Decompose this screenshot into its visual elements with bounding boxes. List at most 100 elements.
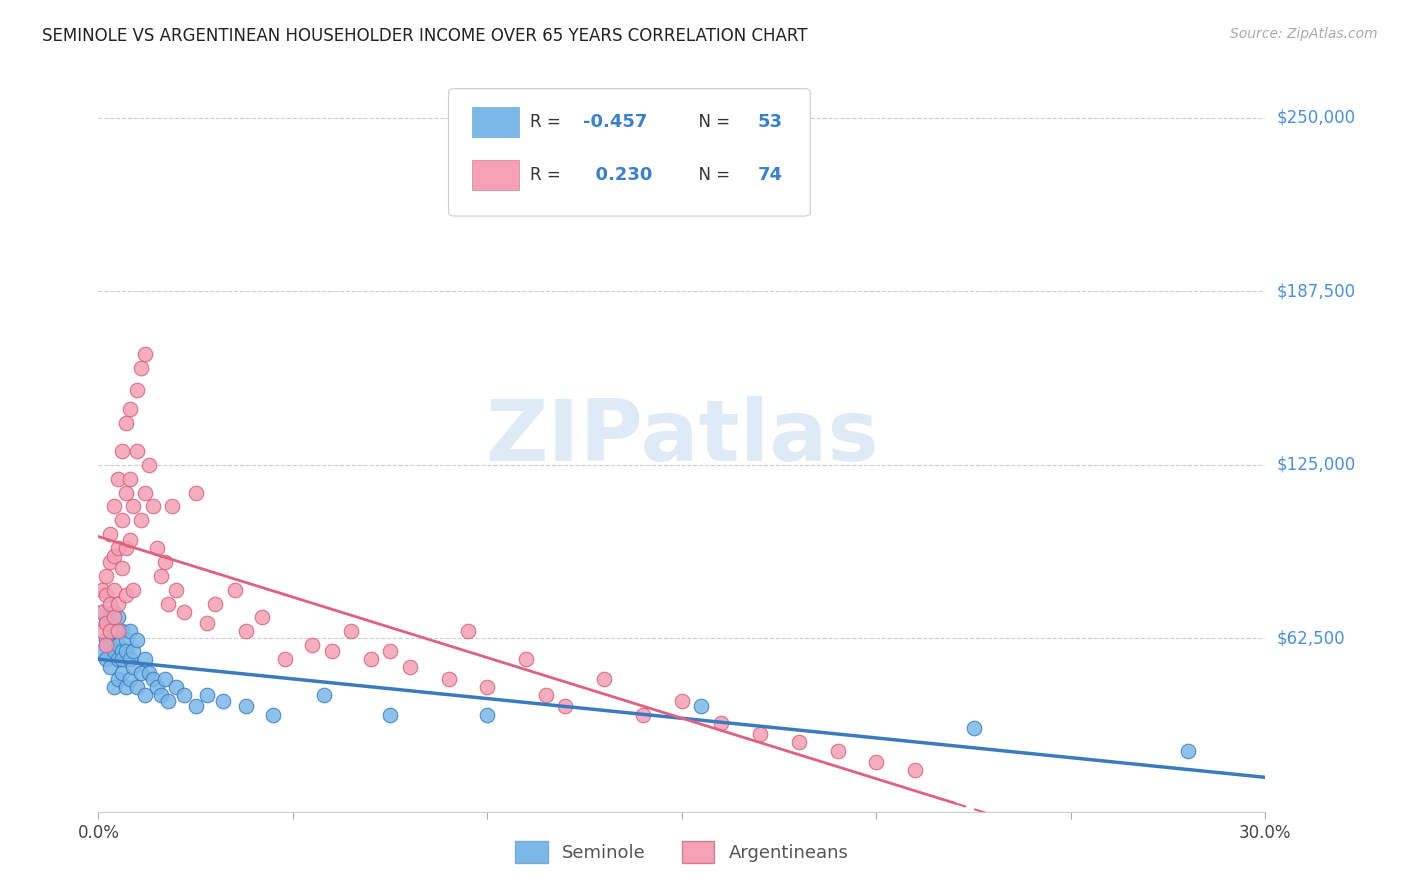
Point — [118, 652, 141, 666]
Legend: Seminole, Argentineans: Seminole, Argentineans — [508, 834, 856, 870]
Point — [96, 638, 118, 652]
Point — [122, 582, 145, 597]
Point — [904, 763, 927, 777]
Point — [134, 485, 156, 500]
Point — [153, 672, 176, 686]
Point — [224, 582, 246, 597]
Text: $125,000: $125,000 — [1277, 456, 1355, 474]
Point — [91, 582, 114, 597]
Point — [122, 500, 145, 514]
Bar — [472, 160, 519, 190]
Point — [340, 624, 363, 639]
Point — [671, 694, 693, 708]
Point — [301, 638, 323, 652]
Point — [118, 624, 141, 639]
Point — [103, 549, 125, 564]
Point — [103, 624, 125, 639]
Point — [107, 652, 129, 666]
Point — [153, 555, 176, 569]
Text: N =: N = — [688, 166, 735, 184]
FancyBboxPatch shape — [449, 88, 810, 216]
Point — [114, 588, 136, 602]
Point — [114, 632, 136, 647]
Point — [98, 610, 121, 624]
Point — [114, 541, 136, 555]
Point — [138, 665, 160, 680]
Point — [165, 680, 187, 694]
Point — [98, 527, 121, 541]
Point — [690, 699, 713, 714]
Point — [118, 533, 141, 547]
Point — [593, 672, 616, 686]
Point — [96, 569, 118, 583]
Point — [127, 632, 149, 647]
Point — [129, 513, 152, 527]
Point — [111, 644, 134, 658]
Point — [554, 699, 576, 714]
Point — [118, 402, 141, 417]
Point — [142, 500, 165, 514]
Point — [1177, 744, 1199, 758]
Point — [134, 347, 156, 361]
Point — [111, 665, 134, 680]
Point — [748, 727, 770, 741]
Text: $62,500: $62,500 — [1277, 629, 1346, 648]
Point — [114, 485, 136, 500]
Point — [127, 444, 149, 458]
Point — [96, 615, 118, 630]
Point — [146, 541, 169, 555]
Point — [98, 597, 121, 611]
Text: 53: 53 — [758, 113, 783, 131]
Point — [378, 644, 402, 658]
Point — [111, 652, 134, 666]
Point — [129, 360, 152, 375]
Point — [127, 680, 149, 694]
Point — [103, 605, 125, 619]
Point — [138, 458, 160, 472]
Point — [274, 652, 297, 666]
Point — [107, 638, 129, 652]
Point — [173, 605, 195, 619]
Point — [107, 597, 129, 611]
Point — [195, 615, 218, 630]
Point — [865, 755, 887, 769]
Point — [162, 500, 184, 514]
Text: ZIPatlas: ZIPatlas — [485, 395, 879, 479]
Point — [157, 694, 180, 708]
Point — [262, 707, 284, 722]
Point — [91, 644, 114, 658]
Point — [98, 624, 121, 639]
Point — [129, 665, 152, 680]
Point — [103, 610, 125, 624]
Point — [98, 555, 121, 569]
Point — [398, 660, 420, 674]
Point — [134, 652, 156, 666]
Point — [149, 688, 172, 702]
Point — [114, 644, 136, 658]
Point — [235, 699, 257, 714]
Point — [127, 383, 149, 397]
Point — [173, 688, 195, 702]
Point — [107, 541, 129, 555]
Point — [111, 560, 134, 574]
Point — [142, 672, 165, 686]
Point — [312, 688, 335, 702]
Point — [827, 744, 849, 758]
Point — [91, 605, 114, 619]
Point — [118, 472, 141, 486]
Point — [122, 660, 145, 674]
Point — [184, 699, 207, 714]
Point — [149, 569, 172, 583]
Point — [321, 644, 343, 658]
Point — [631, 707, 654, 722]
Point — [118, 672, 141, 686]
Point — [96, 652, 118, 666]
Text: $187,500: $187,500 — [1277, 283, 1355, 301]
Point — [157, 597, 180, 611]
Text: SEMINOLE VS ARGENTINEAN HOUSEHOLDER INCOME OVER 65 YEARS CORRELATION CHART: SEMINOLE VS ARGENTINEAN HOUSEHOLDER INCO… — [42, 27, 807, 45]
Point — [91, 624, 114, 639]
Text: $250,000: $250,000 — [1277, 109, 1355, 127]
Point — [534, 688, 557, 702]
Point — [184, 485, 207, 500]
Bar — [472, 107, 519, 137]
